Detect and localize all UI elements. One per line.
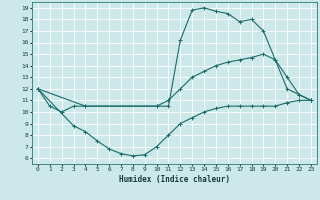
X-axis label: Humidex (Indice chaleur): Humidex (Indice chaleur) [119, 175, 230, 184]
